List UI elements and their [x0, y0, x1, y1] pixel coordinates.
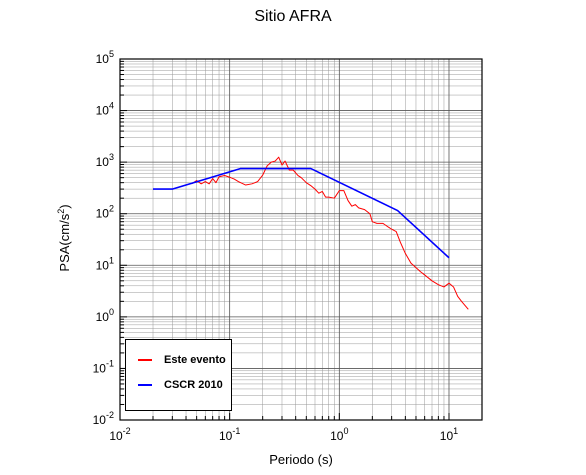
- y-tick-label-base: 10: [96, 104, 110, 118]
- y-tick-label: 101: [96, 255, 114, 272]
- minor-grid: [120, 59, 483, 420]
- y-tick-label-base: 10: [96, 155, 110, 169]
- series-line-este-evento: [191, 156, 469, 310]
- legend: Este evento CSCR 2010: [125, 339, 232, 411]
- y-tick-label-exponent: 0: [109, 307, 114, 317]
- x-tick-label: 10-2: [109, 426, 130, 443]
- y-tick-label-exponent: 3: [109, 152, 114, 162]
- x-tick-label-exponent: 1: [453, 426, 458, 436]
- legend-item-cscr-2010: CSCR 2010: [138, 377, 223, 393]
- y-axis-label: PSA(cm/s2): [56, 204, 72, 271]
- x-tick-label-exponent: -2: [123, 426, 131, 436]
- x-tick-label: 100: [330, 426, 348, 443]
- tick-marks: [119, 58, 483, 421]
- y-tick-label: 103: [96, 152, 114, 169]
- y-tick-label: 102: [96, 204, 114, 221]
- legend-swatch-cscr-2010: [138, 384, 152, 386]
- y-tick-label-base: 10: [96, 52, 110, 66]
- x-tick-labels: 10-2 10-1 100 101: [109, 426, 458, 443]
- x-tick-label: 101: [440, 426, 458, 443]
- legend-label-cscr-2010: CSCR 2010: [164, 379, 223, 391]
- y-tick-label-exponent: -1: [106, 358, 114, 368]
- x-axis-label: Periodo (s): [269, 452, 333, 467]
- y-tick-label: 104: [96, 101, 114, 118]
- legend-item-este-evento: Este evento: [138, 352, 226, 368]
- y-axis-label-superscript: 2: [55, 208, 66, 214]
- y-tick-label: 100: [96, 307, 114, 324]
- x-tick-label-base: 10: [330, 429, 344, 443]
- series-line-cscr-2010: [153, 167, 450, 259]
- y-tick-label: 105: [96, 49, 114, 66]
- legend-swatch-este-evento: [138, 359, 152, 361]
- y-tick-label-base: 10: [93, 361, 107, 375]
- y-tick-label-exponent: 2: [109, 204, 114, 214]
- x-tick-label-exponent: 0: [343, 426, 348, 436]
- plot-frame: [119, 58, 483, 421]
- y-tick-label-base: 10: [93, 413, 107, 427]
- x-tick-label-exponent: -1: [232, 426, 240, 436]
- y-tick-label-base: 10: [96, 310, 110, 324]
- y-axis-label-end: ): [57, 204, 73, 209]
- x-tick-label-base: 10: [440, 429, 454, 443]
- chart-title: Sitio AFRA: [254, 8, 332, 25]
- y-axis-label-base: PSA(cm/s: [57, 213, 73, 272]
- y-tick-label-base: 10: [96, 207, 110, 221]
- series-layer: [153, 156, 469, 310]
- x-tick-label-base: 10: [109, 429, 123, 443]
- y-tick-label-base: 10: [96, 258, 110, 272]
- y-tick-label-exponent: 1: [109, 255, 114, 265]
- y-tick-label-exponent: 4: [109, 101, 114, 111]
- x-tick-label: 10-1: [219, 426, 240, 443]
- y-tick-label: 10-2: [93, 410, 114, 427]
- legend-label-este-evento: Este evento: [164, 354, 226, 366]
- y-tick-label: 10-1: [93, 358, 114, 375]
- x-tick-label-base: 10: [219, 429, 233, 443]
- y-tick-label-exponent: -2: [106, 410, 114, 420]
- y-tick-label-exponent: 5: [109, 49, 114, 59]
